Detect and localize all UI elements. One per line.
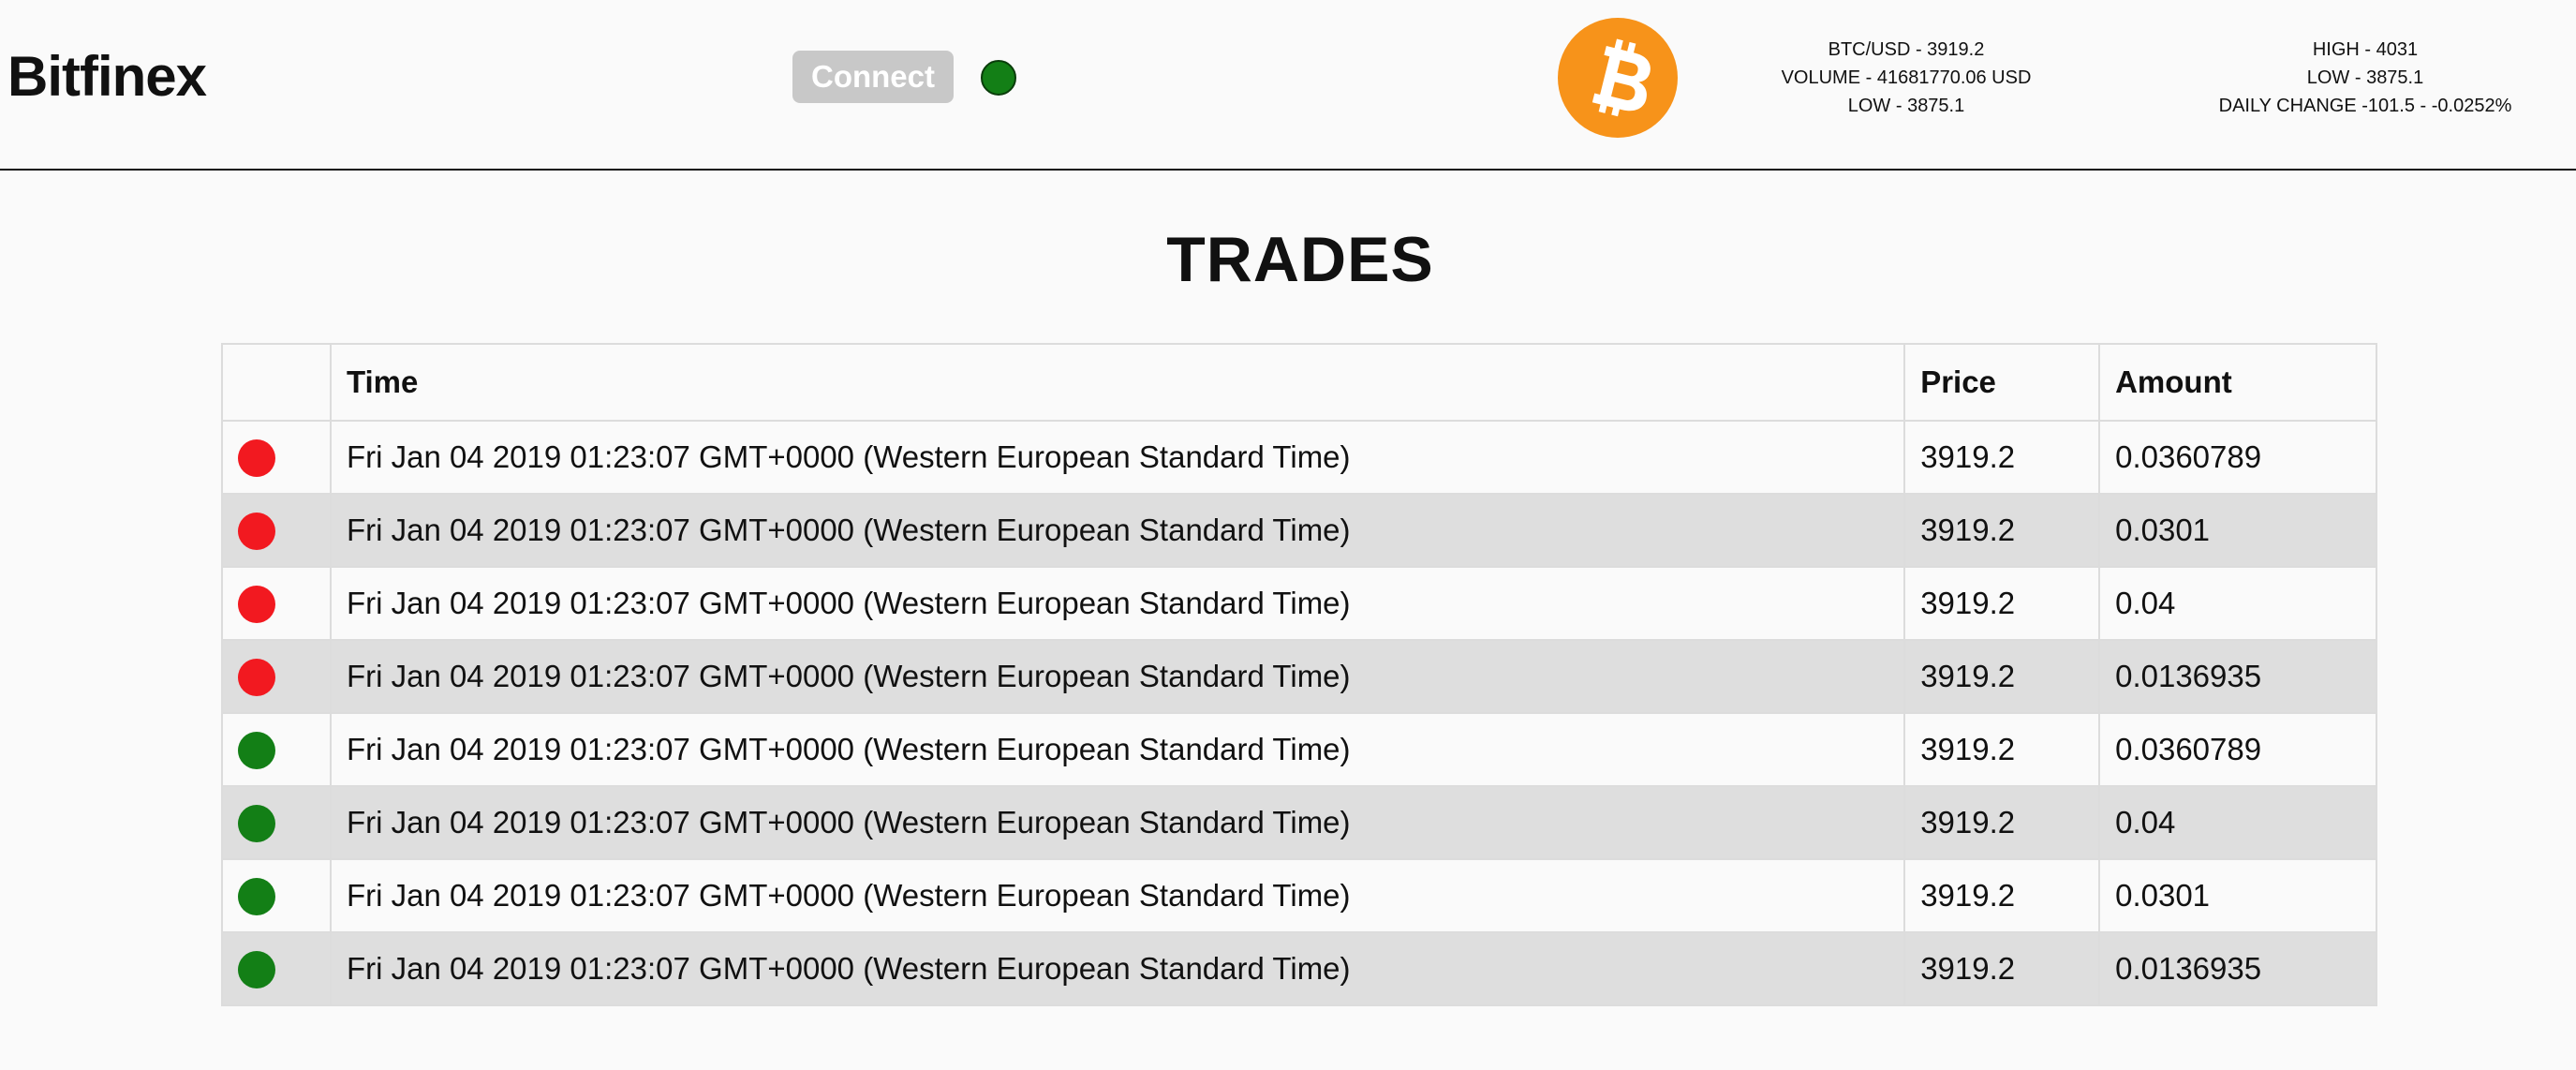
trade-time-cell: Fri Jan 04 2019 01:23:07 GMT+0000 (Weste…: [329, 493, 1906, 568]
column-header-amount: Amount: [2098, 343, 2377, 422]
bitcoin-icon: [1558, 18, 1678, 138]
connect-button[interactable]: Connect: [792, 51, 954, 103]
trade-side-cell: [221, 712, 332, 787]
trade-time-cell: Fri Jan 04 2019 01:23:07 GMT+0000 (Weste…: [329, 420, 1906, 495]
trade-amount-cell: 0.0301: [2098, 493, 2377, 568]
trade-amount-cell: 0.0136935: [2098, 639, 2377, 714]
trade-price-cell: 3919.2: [1903, 639, 2101, 714]
sell-indicator-icon: [238, 658, 275, 696]
buy-indicator-icon: [238, 731, 275, 769]
ticker-left: BTC/USD - 3919.2 VOLUME - 41681770.06 US…: [1752, 36, 2061, 120]
trade-price-cell: 3919.2: [1903, 858, 2101, 933]
trade-time-cell: Fri Jan 04 2019 01:23:07 GMT+0000 (Weste…: [329, 931, 1906, 1006]
page-title: TRADES: [1166, 224, 1434, 295]
connection-status-icon: [981, 60, 1016, 96]
table-row: Fri Jan 04 2019 01:23:07 GMT+0000 (Weste…: [221, 785, 2377, 860]
trade-price-cell: 3919.2: [1903, 566, 2101, 641]
table-row: Fri Jan 04 2019 01:23:07 GMT+0000 (Weste…: [221, 931, 2377, 1006]
top-header: Bitfinex Connect BTC/USD - 3919.2 VOLUME…: [0, 0, 2576, 171]
trade-side-cell: [221, 931, 332, 1006]
table-header-row: Time Price Amount: [221, 343, 2377, 422]
table-row: Fri Jan 04 2019 01:23:07 GMT+0000 (Weste…: [221, 420, 2377, 495]
trade-time-cell: Fri Jan 04 2019 01:23:07 GMT+0000 (Weste…: [329, 639, 1906, 714]
ticker-right: HIGH - 4031 LOW - 3875.1 DAILY CHANGE -1…: [2192, 36, 2539, 120]
table-row: Fri Jan 04 2019 01:23:07 GMT+0000 (Weste…: [221, 566, 2377, 641]
buy-indicator-icon: [238, 950, 275, 988]
column-header-time: Time: [329, 343, 1906, 422]
trade-price-cell: 3919.2: [1903, 785, 2101, 860]
trade-amount-cell: 0.0360789: [2098, 420, 2377, 495]
trade-amount-cell: 0.04: [2098, 566, 2377, 641]
trade-time-cell: Fri Jan 04 2019 01:23:07 GMT+0000 (Weste…: [329, 858, 1906, 933]
trade-time-cell: Fri Jan 04 2019 01:23:07 GMT+0000 (Weste…: [329, 712, 1906, 787]
trade-amount-cell: 0.0136935: [2098, 931, 2377, 1006]
trade-amount-cell: 0.04: [2098, 785, 2377, 860]
ticker-daily-change: DAILY CHANGE -101.5 - -0.0252%: [2218, 96, 2512, 116]
trade-side-cell: [221, 858, 332, 933]
column-header-price: Price: [1903, 343, 2101, 422]
sell-indicator-icon: [238, 438, 275, 477]
trade-side-cell: [221, 639, 332, 714]
buy-indicator-icon: [238, 877, 275, 915]
trades-table: Time Price Amount Fri Jan 04 2019 01:23:…: [221, 343, 2377, 1006]
trade-price-cell: 3919.2: [1903, 931, 2101, 1006]
trade-amount-cell: 0.0360789: [2098, 712, 2377, 787]
sell-indicator-icon: [238, 585, 275, 623]
trade-time-cell: Fri Jan 04 2019 01:23:07 GMT+0000 (Weste…: [329, 566, 1906, 641]
ticker-low-right: LOW - 3875.1: [2306, 67, 2424, 88]
trade-time-cell: Fri Jan 04 2019 01:23:07 GMT+0000 (Weste…: [329, 785, 1906, 860]
trade-side-cell: [221, 420, 332, 495]
ticker-price: BTC/USD - 3919.2: [1828, 39, 1985, 60]
trade-side-cell: [221, 493, 332, 568]
table-row: Fri Jan 04 2019 01:23:07 GMT+0000 (Weste…: [221, 493, 2377, 568]
brand-title: Bitfinex: [7, 45, 207, 108]
trade-price-cell: 3919.2: [1903, 420, 2101, 495]
trade-price-cell: 3919.2: [1903, 712, 2101, 787]
table-row: Fri Jan 04 2019 01:23:07 GMT+0000 (Weste…: [221, 639, 2377, 714]
trade-side-cell: [221, 566, 332, 641]
trade-price-cell: 3919.2: [1903, 493, 2101, 568]
ticker-low: LOW - 3875.1: [1847, 96, 1965, 116]
sell-indicator-icon: [238, 512, 275, 550]
table-row: Fri Jan 04 2019 01:23:07 GMT+0000 (Weste…: [221, 712, 2377, 787]
ticker-high: HIGH - 4031: [2312, 39, 2419, 60]
column-header-side: [221, 343, 332, 422]
trade-side-cell: [221, 785, 332, 860]
table-row: Fri Jan 04 2019 01:23:07 GMT+0000 (Weste…: [221, 858, 2377, 933]
ticker-volume: VOLUME - 41681770.06 USD: [1781, 67, 2032, 88]
buy-indicator-icon: [238, 804, 275, 842]
trade-amount-cell: 0.0301: [2098, 858, 2377, 933]
